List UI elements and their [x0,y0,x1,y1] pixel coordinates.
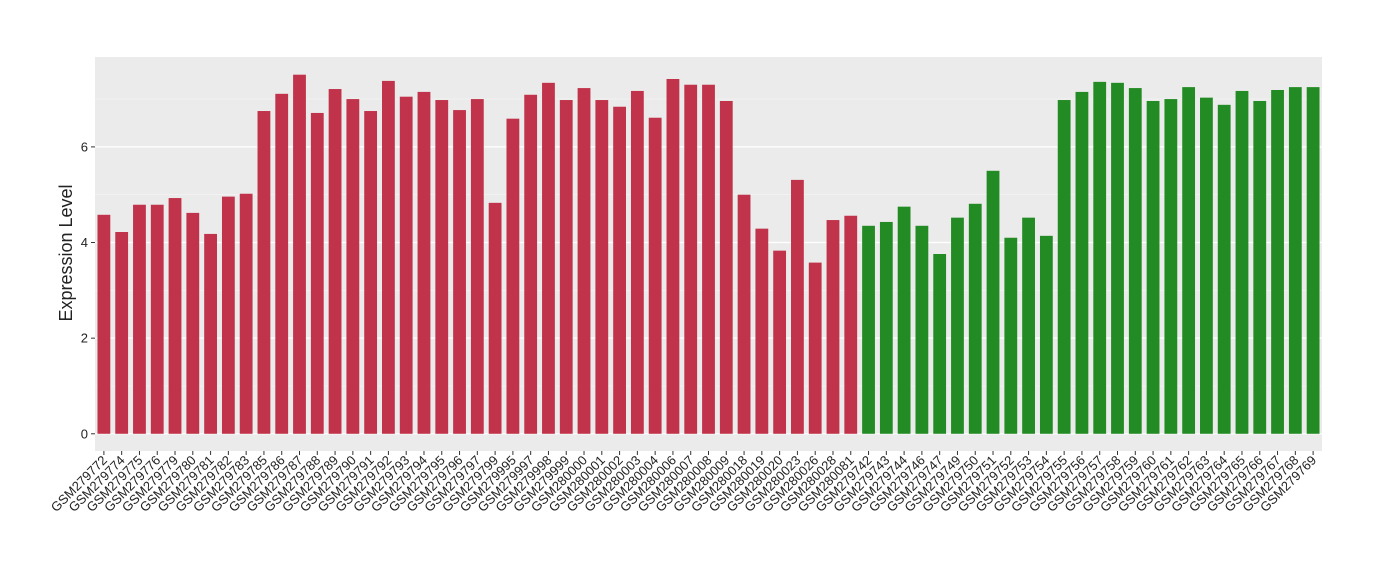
bar [1057,100,1071,434]
bar [933,254,947,434]
bar [1075,91,1089,434]
bar [310,112,324,434]
bar [577,88,591,434]
bar [791,179,804,434]
bar [470,99,484,434]
bar [239,193,253,434]
bar [275,93,289,434]
bar [168,198,182,434]
bar [257,111,271,434]
bar [1093,81,1107,434]
y-tick-label: 4 [81,235,88,250]
bar [844,215,858,434]
bar [630,90,644,434]
bar [595,100,609,434]
bar [115,232,129,434]
bar [755,228,769,434]
bar [150,204,164,434]
bar [1288,87,1302,434]
bar [986,170,1000,434]
bar [968,203,982,434]
bar [97,214,111,434]
bar [808,262,822,434]
bar [879,221,893,434]
bar [364,111,378,434]
bar [1128,88,1142,434]
bar [737,194,751,434]
bar [1022,217,1035,434]
bar [666,78,680,434]
bar [773,250,787,434]
y-tick-label: 2 [81,331,88,346]
bar [951,217,964,434]
bar [719,100,733,434]
bar [488,202,502,434]
bar [1004,237,1018,434]
bar [1271,89,1284,434]
bar [346,99,360,434]
bar [524,94,538,434]
bar [133,204,146,434]
bar [897,206,911,434]
bar [328,89,342,434]
y-tick-label: 6 [81,139,88,154]
bar [221,196,235,434]
bar [204,233,217,434]
y-tick-label: 0 [81,426,88,441]
bar [453,110,466,434]
bar [1039,235,1053,434]
bar [559,100,573,434]
bar [702,84,715,434]
bar [1111,82,1124,434]
bar [862,225,875,434]
bar [542,82,555,434]
bar [826,220,840,434]
bar [417,91,431,434]
bar [1146,100,1160,434]
bar [1217,104,1231,434]
bar [506,118,520,434]
bar [1253,100,1267,434]
bar [1182,87,1196,434]
bar [1200,97,1213,434]
bar [1306,87,1320,434]
bar [399,96,413,434]
bar [382,80,395,434]
bar [186,212,200,434]
bar [648,117,662,434]
bar [613,106,626,434]
bar [293,74,306,434]
bar [435,100,449,434]
y-axis-title: Expression Level [56,184,76,321]
bar [1164,99,1178,434]
bar [1235,90,1249,434]
bar [684,84,698,434]
bar [915,225,929,434]
